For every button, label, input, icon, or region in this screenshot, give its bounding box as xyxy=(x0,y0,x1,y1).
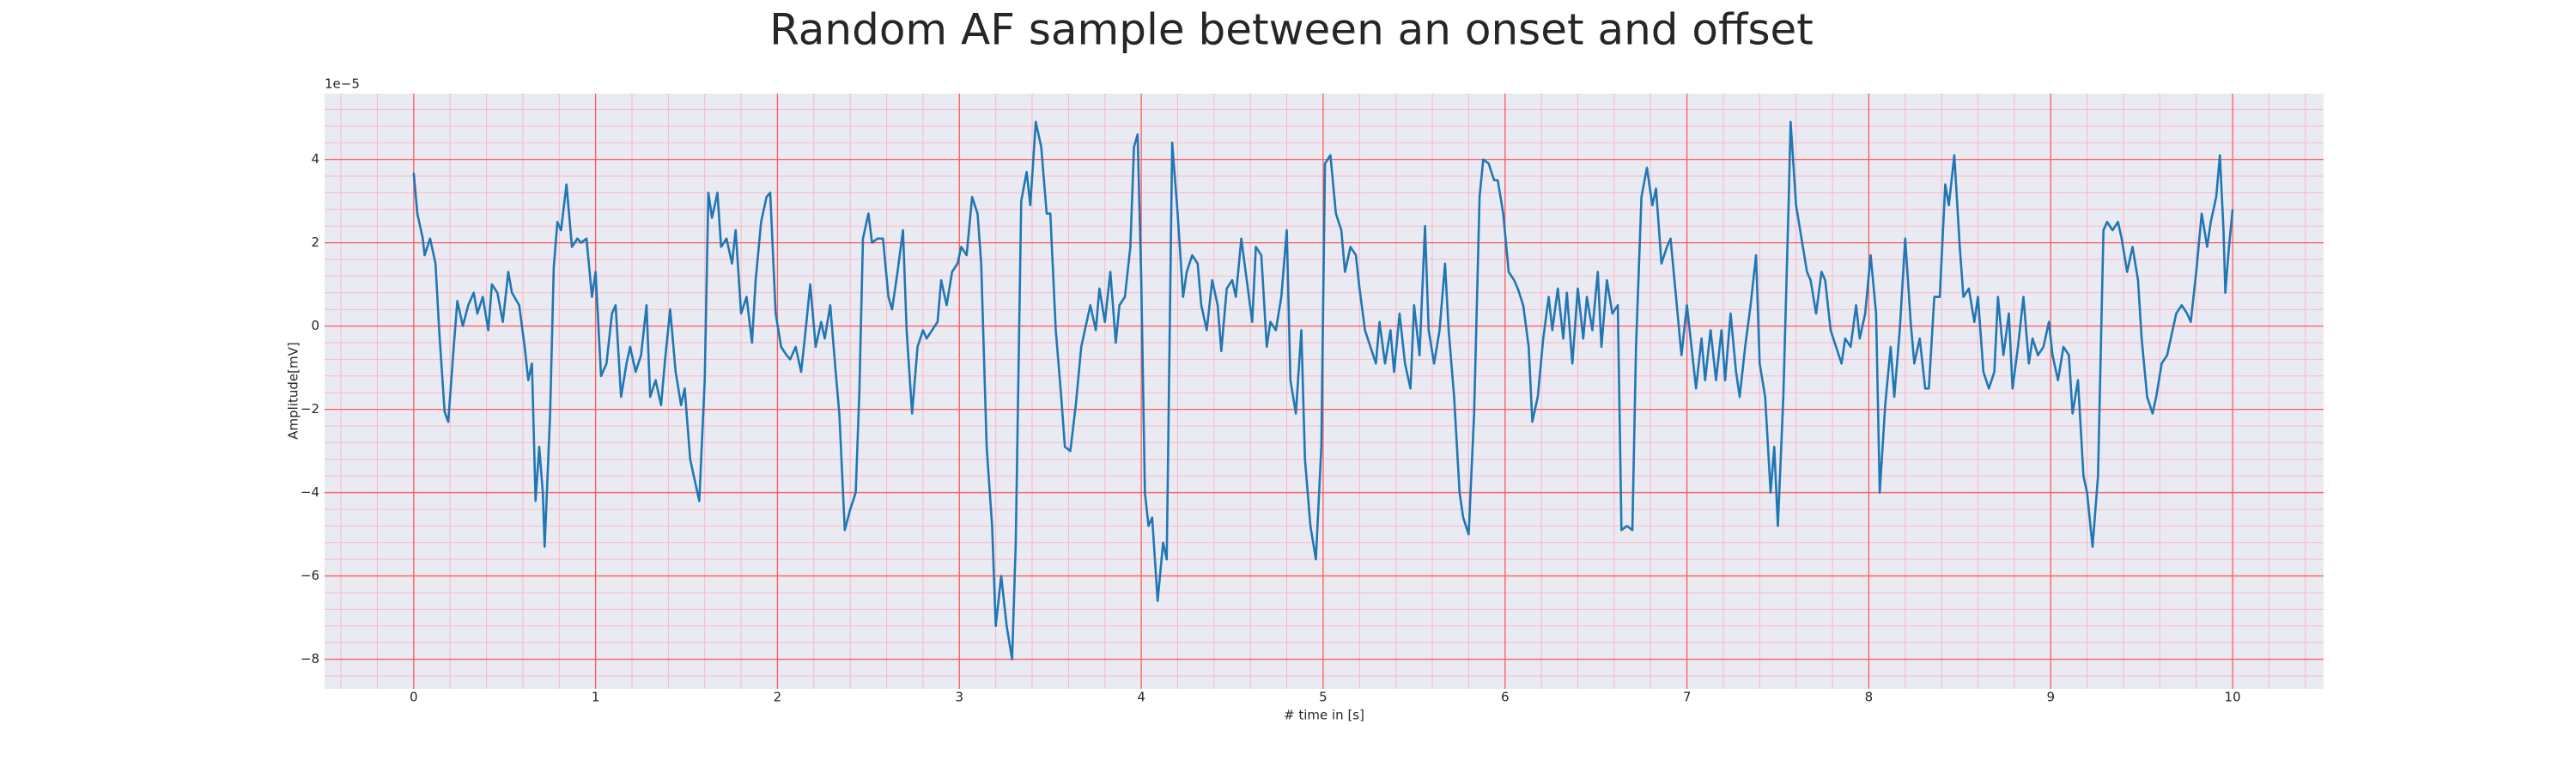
x-tick-label: 7 xyxy=(1683,690,1692,705)
x-tick-label: 9 xyxy=(2046,690,2055,705)
y-tick-label: −2 xyxy=(301,401,319,417)
x-tick-label: 4 xyxy=(1137,690,1145,705)
y-axis-label: Amplitude[mV] xyxy=(286,342,301,439)
y-tick-label: −8 xyxy=(301,651,319,666)
y-tick-label: −4 xyxy=(301,484,319,500)
x-tick-label: 3 xyxy=(956,690,964,705)
y-tick-label: 0 xyxy=(311,318,319,333)
x-tick-label: 6 xyxy=(1501,690,1510,705)
x-tick-label: 10 xyxy=(2225,690,2241,705)
x-tick-label: 1 xyxy=(592,690,600,705)
y-tick-label: 4 xyxy=(311,151,319,167)
chart-title: Random AF sample between an onset and of… xyxy=(769,5,1814,55)
y-tick-label: 2 xyxy=(311,234,319,250)
x-tick-label: 5 xyxy=(1319,690,1327,705)
signal-line xyxy=(412,120,2234,660)
offset-label: 1e−5 xyxy=(325,76,360,92)
x-tick-label: 2 xyxy=(774,690,782,705)
x-axis-label: # time in [s] xyxy=(1284,708,1364,723)
x-tick-label: 0 xyxy=(410,690,418,705)
x-tick-label: 8 xyxy=(1865,690,1874,705)
y-tick-label: −6 xyxy=(301,568,319,583)
